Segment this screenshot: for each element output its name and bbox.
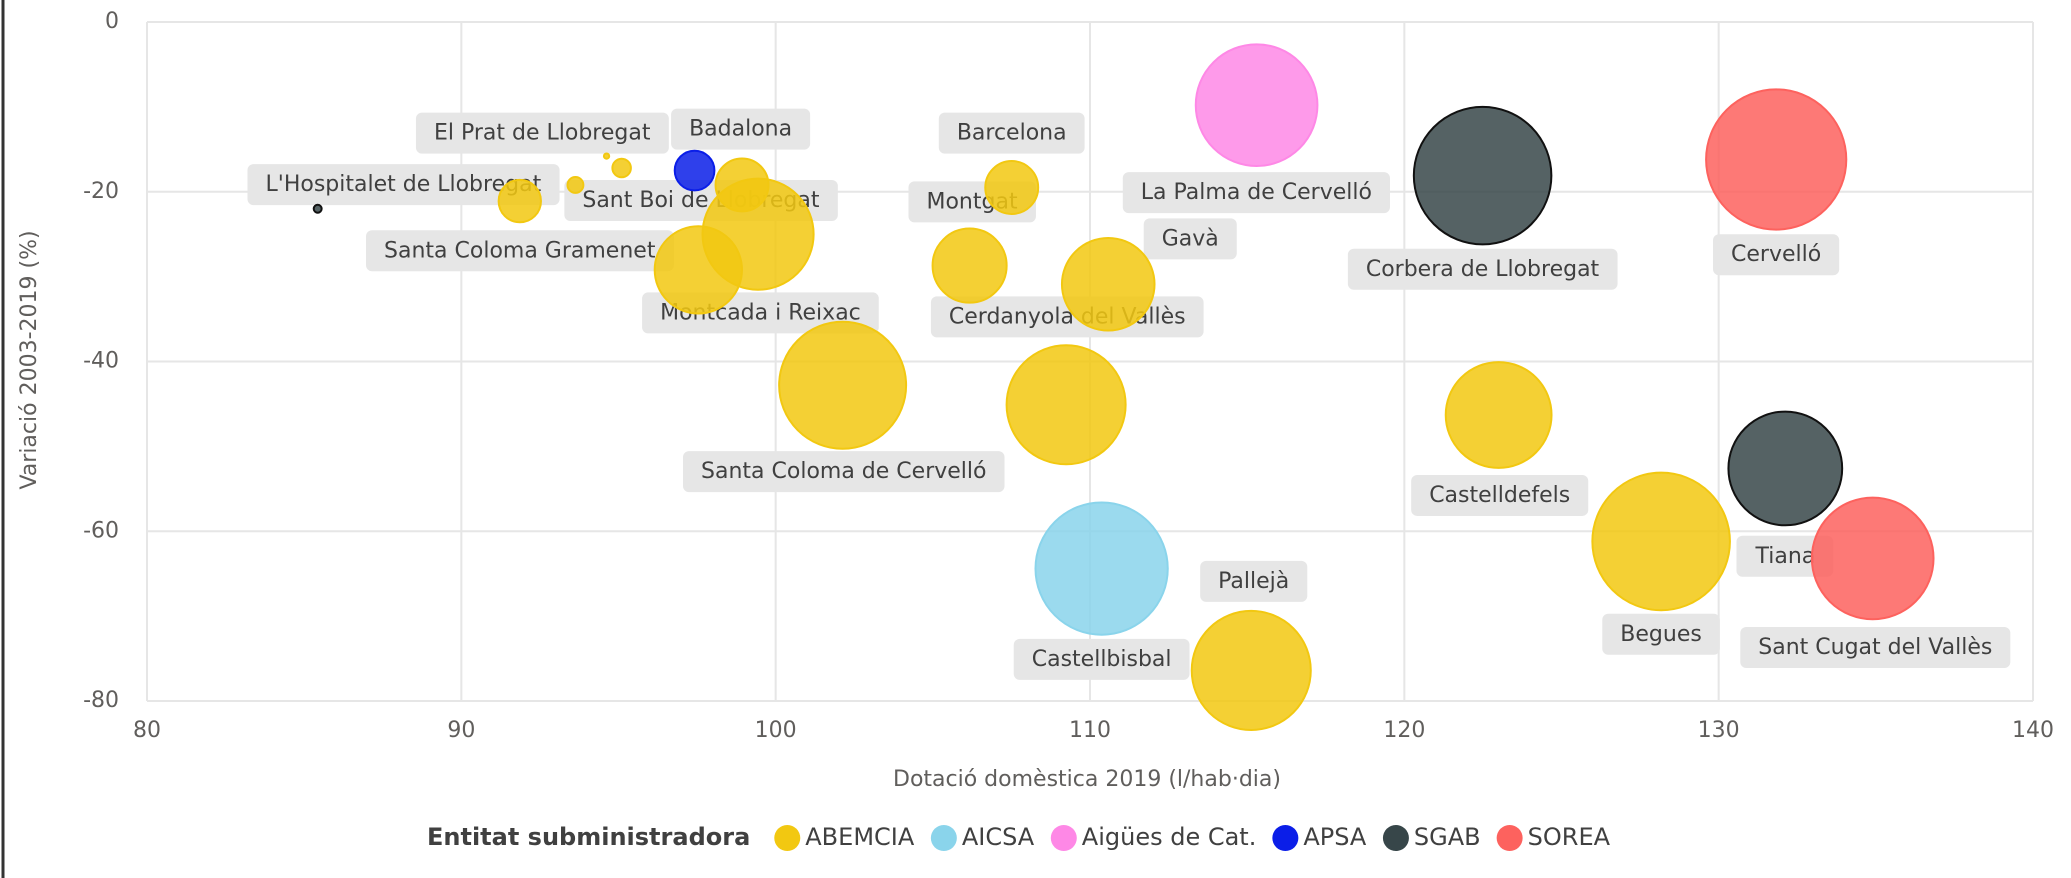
- data-label: Sant Cugat del Vallès: [1758, 635, 1992, 660]
- bubble: [611, 157, 632, 179]
- legend-label: Aigües de Cat.: [1082, 823, 1257, 851]
- data-label: Tiana: [1754, 544, 1815, 569]
- data-label: Castelldefels: [1429, 483, 1570, 508]
- bubble: [673, 149, 716, 192]
- data-label: Cervelló: [1731, 242, 1821, 267]
- y-tick-label: 0: [105, 9, 119, 34]
- data-label: L'Hospitalet de Llobregat: [266, 172, 542, 197]
- bubble: [1034, 501, 1169, 636]
- label-box: [938, 112, 1085, 154]
- data-label: Santa Coloma de Cervelló: [701, 459, 986, 484]
- label-box: [1122, 172, 1390, 214]
- legend-label: AICSA: [962, 823, 1035, 851]
- label-box: [1736, 535, 1834, 577]
- legend-label: SOREA: [1528, 823, 1611, 851]
- data-label: Pallejà: [1218, 569, 1289, 594]
- bubble: [778, 320, 908, 450]
- bubble: [1412, 105, 1553, 246]
- y-tick-label: -80: [83, 688, 119, 713]
- label-box: [247, 164, 560, 206]
- legend-swatch: [1496, 825, 1523, 851]
- x-tick-label: 90: [447, 718, 475, 743]
- legend-swatch: [930, 825, 957, 851]
- legend-label: SGAB: [1414, 823, 1481, 851]
- data-label: Gavà: [1162, 226, 1219, 251]
- x-tick-label: 100: [755, 718, 797, 743]
- legend-swatch: [1382, 825, 1409, 851]
- bubble: [653, 225, 743, 315]
- label-box: [415, 112, 669, 154]
- bubble: [1705, 88, 1848, 231]
- label-box: [366, 230, 674, 272]
- label-box: [671, 108, 811, 150]
- data-label: Castellbisbal: [1032, 647, 1172, 672]
- data-label: Santa Coloma Gramenet: [384, 238, 656, 263]
- bubble: [1005, 344, 1127, 466]
- x-tick-label: 110: [1069, 718, 1111, 743]
- label-box: [1013, 638, 1190, 680]
- legend-label: APSA: [1303, 823, 1367, 851]
- label-box: [1740, 627, 2011, 669]
- label-box: [1713, 234, 1840, 276]
- bubble: [1444, 361, 1553, 469]
- label-box: [1602, 613, 1720, 655]
- bubble: [602, 152, 611, 160]
- data-label: Badalona: [689, 117, 792, 142]
- label-box: [1411, 474, 1589, 516]
- label-box: [1143, 218, 1237, 260]
- data-label: Corbera de Llobregat: [1366, 257, 1600, 282]
- x-tick-label: 140: [2012, 718, 2054, 743]
- bubble: [1194, 43, 1319, 168]
- legend-label: ABEMCIA: [805, 823, 915, 851]
- label-box: [1347, 248, 1618, 290]
- x-tick-label: 80: [133, 718, 161, 743]
- data-label: Begues: [1620, 622, 1702, 647]
- data-label: La Palma de Cervelló: [1141, 180, 1372, 205]
- legend-swatch: [1050, 825, 1077, 851]
- bubble: [1190, 609, 1312, 731]
- legend-title: Entitat subministradora: [427, 823, 750, 851]
- label-box: [1200, 560, 1308, 602]
- bubble: [312, 203, 323, 214]
- legend-swatch: [774, 825, 801, 851]
- x-tick-label: 120: [1383, 718, 1425, 743]
- y-tick-label: -60: [83, 518, 119, 543]
- bubble: [931, 227, 1008, 304]
- legend-swatch: [1272, 825, 1299, 851]
- bubble: [1810, 496, 1935, 621]
- bubble: [1727, 410, 1844, 527]
- data-label: Cerdanyola del Vallès: [949, 304, 1186, 329]
- bubble: [984, 160, 1040, 215]
- y-tick-label: -40: [83, 349, 119, 374]
- y-axis-title: Variació 2003-2019 (%): [17, 230, 42, 489]
- bubble: [497, 178, 542, 224]
- bubble: [1591, 471, 1731, 612]
- data-label: Barcelona: [957, 121, 1067, 146]
- y-tick-label: -20: [83, 179, 119, 204]
- label-box: [683, 451, 1005, 493]
- bubble: [1060, 236, 1156, 332]
- data-label: El Prat de Llobregat: [434, 121, 651, 146]
- bubble: [566, 176, 585, 194]
- x-axis-title: Dotació domèstica 2019 (l/hab·dia): [893, 767, 1281, 792]
- x-tick-label: 130: [1698, 718, 1740, 743]
